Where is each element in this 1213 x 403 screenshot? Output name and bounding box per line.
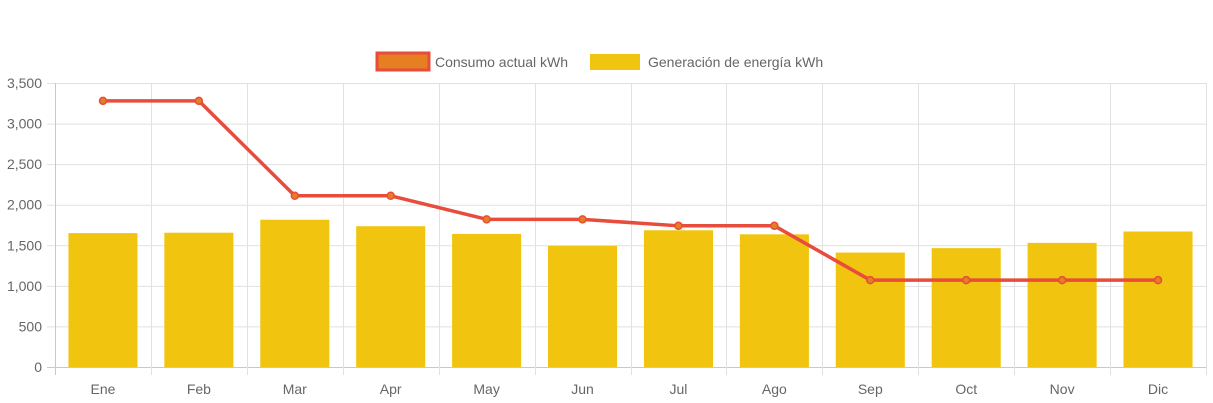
x-tick-label: Dic [1148,381,1168,397]
bar-feb[interactable] [164,232,234,367]
y-tick-label: 2,000 [7,197,42,213]
x-tick-label: Jul [670,381,688,397]
legend-label-consumo[interactable]: Consumo actual kWh [435,54,568,70]
bar-sep[interactable] [835,252,905,367]
bar-apr[interactable] [356,226,426,367]
bar-ene[interactable] [68,233,138,367]
y-tick-label: 2,500 [7,156,42,172]
x-tick-label: Jun [571,381,594,397]
bar-nov[interactable] [1027,242,1097,367]
point-mar[interactable] [290,191,300,201]
x-tick-label: Mar [283,381,307,397]
x-tick-label: Ene [90,381,115,397]
x-tick-label: May [473,381,499,397]
point-oct[interactable] [961,275,971,285]
point-nov[interactable] [1057,275,1067,285]
point-feb[interactable] [194,96,204,106]
bar-oct[interactable] [931,248,1001,367]
y-axis: 0 500 1,000 1,500 2,000 2,500 3,000 3,500 [7,75,42,375]
chart-legend[interactable]: Consumo actual kWh Generación de energía… [375,51,823,72]
y-tick-label: 3,000 [7,116,42,132]
y-tick-label: 1,500 [7,237,42,253]
y-tick-label: 3,500 [7,75,42,91]
bar-dic[interactable] [1123,231,1193,367]
bar-jun[interactable] [548,245,618,367]
legend-swatch-consumo[interactable] [375,51,431,72]
point-jul[interactable] [674,221,683,231]
bar-may[interactable] [452,233,522,367]
chart-grid [47,83,1207,375]
y-tick-label: 500 [19,318,43,334]
legend-swatch-generacion[interactable] [590,54,640,70]
x-tick-label: Oct [955,381,977,397]
bar-ago[interactable] [739,234,809,367]
point-jun[interactable] [578,215,587,224]
x-tick-label: Nov [1050,381,1075,397]
x-tick-label: Apr [380,381,402,397]
point-ene[interactable] [98,96,108,106]
consumption-line [98,96,1163,285]
generation-bars [68,219,1193,367]
bar-jul[interactable] [643,230,713,367]
point-ago[interactable] [770,221,779,231]
point-sep[interactable] [866,275,875,285]
consumption-line-path [102,99,1159,282]
x-axis: Ene Feb Mar Apr May Jun Jul Ago Sep Oct Nov Dic [90,381,1168,397]
x-tick-label: Ago [762,381,787,397]
point-apr[interactable] [386,191,395,201]
y-tick-label: 1,000 [7,278,42,294]
point-may[interactable] [482,215,491,224]
point-dic[interactable] [1153,275,1163,285]
bar-mar[interactable] [260,219,330,367]
legend-label-generacion[interactable]: Generación de energía kWh [648,54,823,70]
x-tick-label: Feb [187,381,211,397]
y-tick-label: 0 [34,359,42,375]
x-tick-label: Sep [858,381,883,397]
